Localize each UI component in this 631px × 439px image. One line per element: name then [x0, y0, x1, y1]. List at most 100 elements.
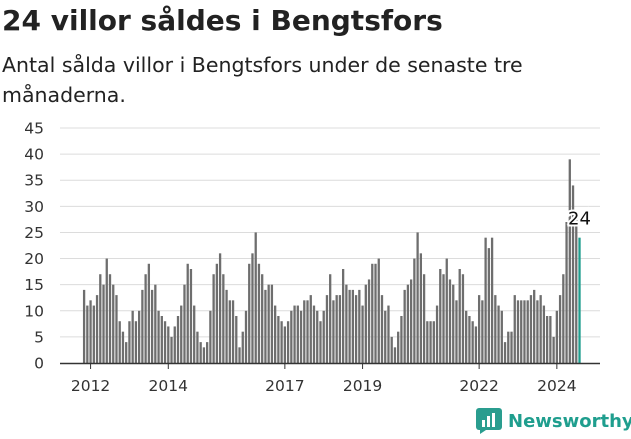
bar: [215, 263, 219, 363]
bar: [303, 300, 306, 363]
bar: [319, 321, 322, 363]
bar: [426, 321, 429, 363]
bar: [575, 211, 578, 363]
bar: [222, 274, 225, 363]
y-tick-label: 30: [24, 198, 44, 216]
y-tick-label: 15: [24, 276, 44, 294]
bar: [108, 274, 112, 363]
bar: [218, 253, 222, 363]
bar: [293, 305, 296, 363]
bar: [465, 310, 468, 363]
bar: [432, 321, 435, 363]
bar: [228, 300, 231, 363]
bar: [277, 316, 280, 363]
bar: [105, 258, 108, 363]
bar: [400, 316, 403, 363]
bar: [419, 253, 423, 363]
bar: [484, 237, 487, 363]
bar: [348, 289, 351, 363]
bar: [452, 284, 455, 363]
bar: [474, 326, 478, 363]
x-tick-label: 2014: [149, 377, 188, 395]
bar: [520, 300, 523, 363]
bar: [341, 269, 345, 363]
bar: [290, 310, 293, 363]
newsworthy-chart-icon: [476, 408, 502, 434]
bar-latest: [578, 237, 581, 363]
newsworthy-logo[interactable]: Newsworthy: [476, 408, 631, 434]
bar: [296, 305, 299, 363]
bar: [209, 310, 212, 363]
bar: [134, 321, 138, 363]
bar: [267, 284, 270, 363]
bar: [154, 284, 157, 363]
bar: [568, 159, 571, 363]
bar: [196, 331, 199, 363]
bar: [186, 263, 189, 363]
x-tick-label: 2019: [343, 377, 382, 395]
bar: [128, 321, 131, 363]
bar: [316, 310, 319, 363]
bar: [173, 326, 176, 363]
bar: [471, 321, 474, 363]
bar: [435, 305, 439, 363]
bar: [487, 248, 490, 363]
bar: [121, 331, 125, 363]
bar: [500, 310, 503, 363]
bar: [199, 342, 202, 363]
bar: [131, 310, 134, 363]
bar: [374, 263, 377, 363]
bar: [163, 321, 167, 363]
bar: [95, 295, 99, 363]
bar: [251, 253, 254, 363]
bar: [481, 300, 484, 363]
bar: [490, 237, 494, 363]
y-tick-label: 0: [34, 355, 44, 373]
y-tick-label: 10: [24, 302, 44, 320]
bar: [571, 185, 575, 363]
bar: [115, 295, 118, 363]
bar: [445, 258, 448, 363]
bar: [332, 300, 335, 363]
bar: [390, 336, 393, 363]
y-tick-label: 20: [24, 250, 44, 268]
bar: [167, 326, 170, 363]
chart-subtitle: Antal sålda villor i Bengtsfors under de…: [2, 53, 523, 107]
y-tick-label: 40: [24, 146, 44, 164]
bar: [468, 316, 471, 363]
bar: [526, 300, 529, 363]
bar: [170, 336, 173, 363]
bar: [542, 305, 546, 363]
bar: [99, 274, 102, 363]
bar: [562, 274, 565, 363]
bar: [529, 295, 533, 363]
bar: [137, 310, 141, 363]
bar: [157, 310, 160, 363]
bar: [205, 342, 209, 363]
bar: [364, 284, 367, 363]
bar: [565, 222, 568, 363]
bar: [147, 263, 151, 363]
bar: [92, 305, 95, 363]
bar: [393, 347, 397, 363]
bar: [545, 316, 549, 363]
bar: [455, 300, 458, 363]
bar: [125, 342, 128, 363]
bar: [312, 305, 316, 363]
bar: [351, 289, 355, 363]
bar: [358, 289, 361, 363]
bar: [150, 289, 154, 363]
bar: [286, 321, 290, 363]
bar: [503, 342, 507, 363]
bar: [377, 258, 380, 363]
chart-title: 24 villor såldes i Bengtsfors: [2, 4, 443, 37]
bar: [273, 305, 277, 363]
bar: [523, 300, 526, 363]
bar: [160, 316, 163, 363]
bar: [461, 274, 465, 363]
bar: [555, 310, 558, 363]
bar: [306, 300, 309, 363]
bar: [183, 284, 186, 363]
bar: [406, 284, 410, 363]
